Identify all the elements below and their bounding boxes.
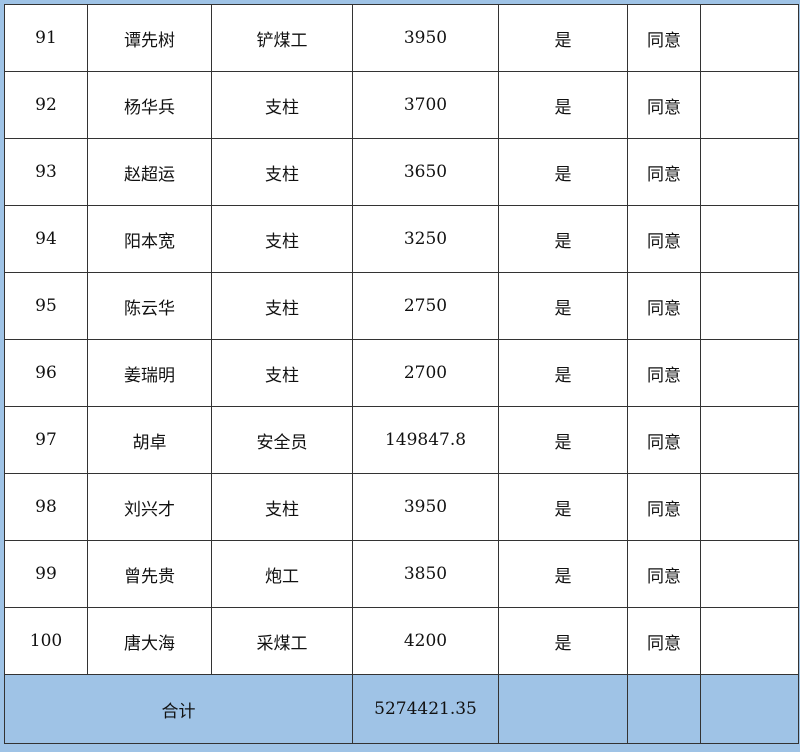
cell-amount: 2700 (352, 339, 499, 407)
data-table: 91 谭先树 铲煤工 3950 是同意 92 杨华兵 支柱 3700 是同意 93 赵超运 支柱 3650… (4, 4, 799, 744)
cell-job: 支柱 (211, 272, 353, 340)
cell-remark (700, 205, 799, 273)
cell-approval: 同意 (627, 339, 701, 407)
cell-job: 支柱 (211, 138, 353, 206)
cell-row-number: 96 (4, 339, 88, 407)
cell-name: 唐大海 (87, 607, 212, 675)
cell-job: 支柱 (211, 473, 353, 541)
cell-amount: 3950 (352, 473, 499, 541)
cell-remark (700, 4, 799, 72)
cell-row-number: 98 (4, 473, 88, 541)
cell-job: 炮工 (211, 540, 353, 608)
cell-approval: 同意 (627, 4, 701, 72)
cell-name: 谭先树 (87, 4, 212, 72)
cell-approval: 同意 (627, 71, 701, 139)
cell-name: 曾先贵 (87, 540, 212, 608)
cell-row-number: 91 (4, 4, 88, 72)
cell-row-number: 97 (4, 406, 88, 474)
cell-approval: 同意 (627, 272, 701, 340)
cell-name: 陈云华 (87, 272, 212, 340)
cell-amount: 3250 (352, 205, 499, 273)
cell-eligible: 是 (498, 4, 628, 72)
cell-job: 支柱 (211, 205, 353, 273)
cell-remark (700, 272, 799, 340)
cell-eligible: 是 (498, 339, 628, 407)
cell-eligible: 是 (498, 607, 628, 675)
cell-amount: 2750 (352, 272, 499, 340)
cell-job: 支柱 (211, 339, 353, 407)
cell-name: 胡卓 (87, 406, 212, 474)
cell-job: 支柱 (211, 71, 353, 139)
cell-remark (700, 71, 799, 139)
table-row: 94 阳本宽 支柱 3250 是同意 (4, 205, 799, 273)
cell-remark (700, 406, 799, 474)
total-amount: 5274421.35 (352, 674, 499, 744)
total-cell-empty (498, 674, 628, 744)
cell-amount: 3650 (352, 138, 499, 206)
table-row: 93 赵超运 支柱 3650 是同意 (4, 138, 799, 206)
cell-amount: 4200 (352, 607, 499, 675)
cell-approval: 同意 (627, 205, 701, 273)
cell-approval: 同意 (627, 607, 701, 675)
cell-remark (700, 473, 799, 541)
cell-eligible: 是 (498, 406, 628, 474)
cell-row-number: 100 (4, 607, 88, 675)
cell-remark (700, 607, 799, 675)
cell-eligible: 是 (498, 540, 628, 608)
cell-remark (700, 138, 799, 206)
cell-eligible: 是 (498, 473, 628, 541)
cell-amount: 3950 (352, 4, 499, 72)
total-label: 合计 (4, 674, 353, 744)
table-row: 100 唐大海 采煤工 4200 是同意 (4, 607, 799, 675)
cell-amount: 3850 (352, 540, 499, 608)
cell-eligible: 是 (498, 71, 628, 139)
cell-name: 杨华兵 (87, 71, 212, 139)
table-row: 91 谭先树 铲煤工 3950 是同意 (4, 4, 799, 72)
table-row: 97 胡卓 安全员 149847.8 是同意 (4, 406, 799, 474)
table-row: 95 陈云华 支柱 2750 是同意 (4, 272, 799, 340)
cell-row-number: 94 (4, 205, 88, 273)
cell-row-number: 92 (4, 71, 88, 139)
cell-job: 铲煤工 (211, 4, 353, 72)
cell-name: 赵超运 (87, 138, 212, 206)
cell-approval: 同意 (627, 473, 701, 541)
cell-name: 阳本宽 (87, 205, 212, 273)
cell-row-number: 95 (4, 272, 88, 340)
table-row: 96 姜瑞明 支柱 2700 是同意 (4, 339, 799, 407)
table-row: 99 曾先贵 炮工 3850 是同意 (4, 540, 799, 608)
cell-amount: 3700 (352, 71, 499, 139)
cell-amount: 149847.8 (352, 406, 499, 474)
cell-name: 姜瑞明 (87, 339, 212, 407)
total-row: 合计 5274421.35 (4, 674, 799, 744)
cell-job: 采煤工 (211, 607, 353, 675)
cell-remark (700, 339, 799, 407)
cell-eligible: 是 (498, 272, 628, 340)
cell-job: 安全员 (211, 406, 353, 474)
cell-approval: 同意 (627, 138, 701, 206)
total-cell-empty (627, 674, 701, 744)
cell-eligible: 是 (498, 205, 628, 273)
table-row: 98 刘兴才 支柱 3950 是同意 (4, 473, 799, 541)
cell-approval: 同意 (627, 406, 701, 474)
cell-row-number: 93 (4, 138, 88, 206)
table-row: 92 杨华兵 支柱 3700 是同意 (4, 71, 799, 139)
cell-eligible: 是 (498, 138, 628, 206)
cell-remark (700, 540, 799, 608)
cell-row-number: 99 (4, 540, 88, 608)
cell-name: 刘兴才 (87, 473, 212, 541)
cell-approval: 同意 (627, 540, 701, 608)
total-cell-empty (700, 674, 799, 744)
